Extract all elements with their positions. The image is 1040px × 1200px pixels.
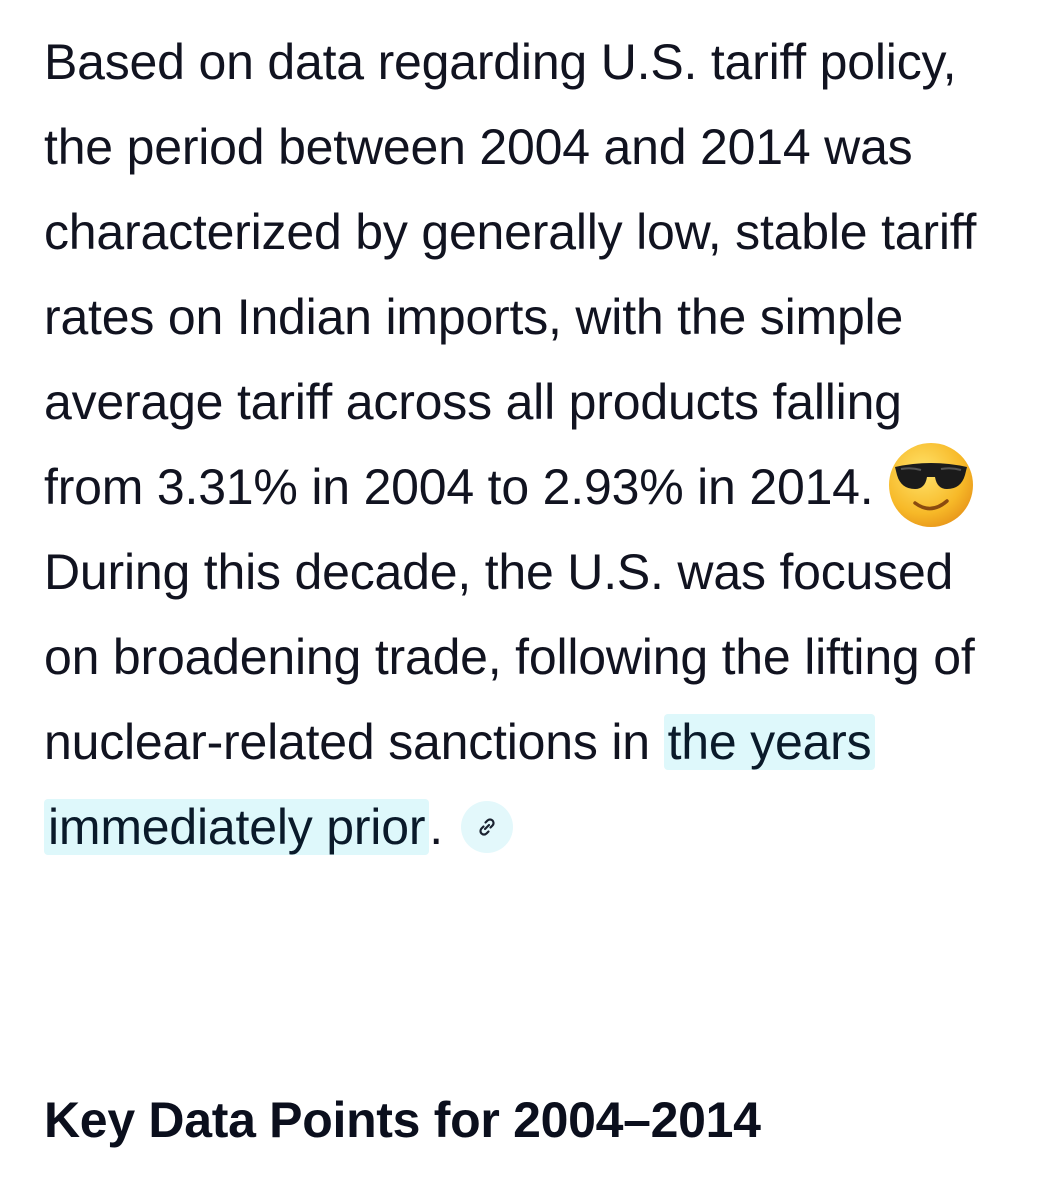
citation-link-button[interactable] <box>460 800 513 853</box>
paragraph-text-part-2: During this decade, the U.S. was focused… <box>44 544 975 770</box>
link-icon <box>479 818 495 836</box>
trailing-period: . <box>429 799 443 855</box>
paragraph-text-part-1: Based on data regarding U.S. tariff poli… <box>44 34 977 515</box>
section-heading: Key Data Points for 2004–2014 <box>44 1092 761 1148</box>
answer-paragraph: Based on data regarding U.S. tariff poli… <box>44 20 1004 870</box>
smiling-face-with-sunglasses-icon <box>885 437 977 529</box>
response-body: Based on data regarding U.S. tariff poli… <box>44 20 1004 870</box>
